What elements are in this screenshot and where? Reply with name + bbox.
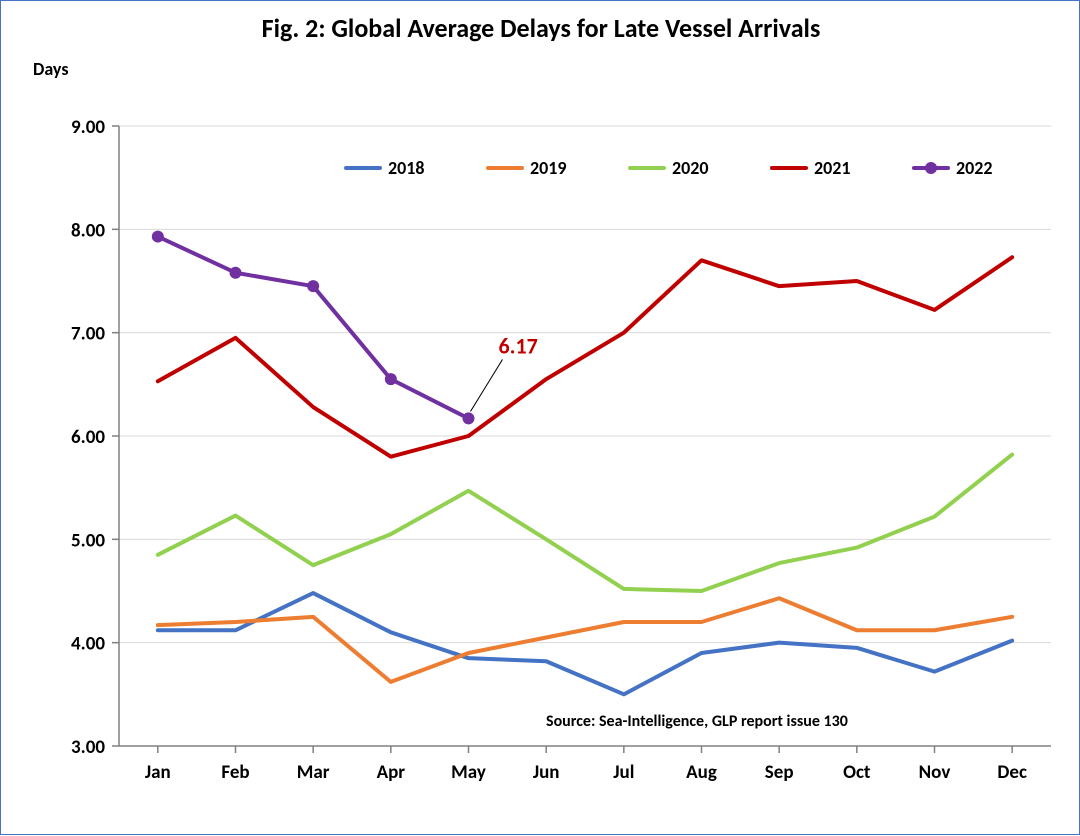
- chart-title: Fig. 2: Global Average Delays for Late V…: [262, 12, 821, 44]
- x-tick-label: Nov: [919, 761, 951, 784]
- series-line-2018: [158, 593, 1012, 694]
- legend-label-2020: 2020: [672, 157, 709, 179]
- x-tick-label: Sep: [765, 761, 794, 784]
- series-line-2019: [158, 598, 1012, 682]
- x-tick-label: Dec: [997, 761, 1027, 784]
- series-marker-2022: [463, 412, 475, 424]
- annotation-leader: [471, 359, 503, 411]
- y-tick-label: 5.00: [71, 529, 105, 552]
- y-tick-label: 7.00: [71, 323, 105, 346]
- source-text: Source: Sea-Intelligence, GLP report iss…: [546, 712, 848, 731]
- legend-marker-2022: [925, 162, 937, 174]
- x-tick-label: Aug: [686, 761, 717, 784]
- series-marker-2022: [230, 267, 242, 279]
- annotation-label: 6.17: [499, 332, 538, 359]
- legend-label-2019: 2019: [530, 157, 567, 179]
- series-line-2020: [158, 455, 1012, 591]
- series-line-2021: [158, 257, 1012, 456]
- x-tick-label: Feb: [221, 761, 249, 784]
- series-marker-2022: [152, 231, 164, 243]
- line-chart: Fig. 2: Global Average Delays for Late V…: [1, 1, 1080, 836]
- y-axis-label: Days: [33, 58, 69, 80]
- y-tick-label: 4.00: [71, 633, 105, 656]
- x-tick-label: May: [451, 761, 486, 784]
- y-tick-label: 9.00: [71, 116, 105, 139]
- series-marker-2022: [385, 373, 397, 385]
- y-tick-label: 3.00: [71, 736, 105, 759]
- x-tick-label: Jan: [145, 761, 171, 784]
- x-tick-label: Oct: [843, 761, 871, 784]
- x-tick-label: Mar: [297, 761, 330, 784]
- y-tick-label: 8.00: [71, 219, 105, 242]
- series-marker-2022: [307, 280, 319, 292]
- x-tick-label: Apr: [377, 761, 406, 784]
- legend-label-2018: 2018: [388, 157, 425, 179]
- series-line-2022: [158, 237, 469, 419]
- legend-label-2021: 2021: [814, 157, 851, 179]
- y-tick-label: 6.00: [71, 426, 105, 449]
- legend-label-2022: 2022: [956, 157, 993, 179]
- chart-container: Fig. 2: Global Average Delays for Late V…: [0, 0, 1080, 835]
- x-tick-label: Jul: [613, 761, 634, 784]
- x-tick-label: Jun: [533, 761, 560, 784]
